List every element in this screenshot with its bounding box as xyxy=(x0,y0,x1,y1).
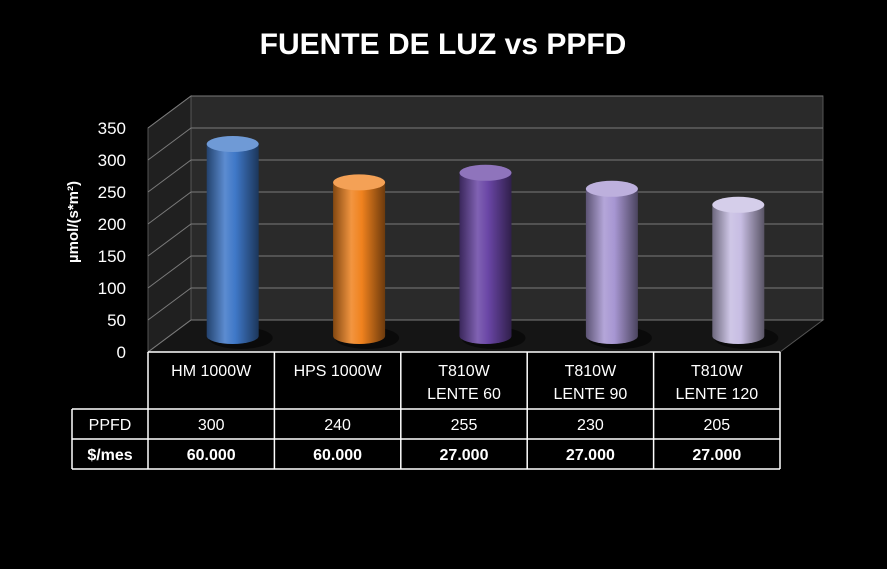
chart-title: FUENTE DE LUZ vs PPFD xyxy=(260,28,627,61)
bar xyxy=(333,174,400,349)
table-cell: 240 xyxy=(324,417,351,434)
bar xyxy=(206,136,273,349)
x-tick-label: HM 1000W xyxy=(171,363,252,380)
table-cell: 230 xyxy=(577,417,604,434)
y-tick-label: 50 xyxy=(107,311,126,330)
table-row-label: PPFD xyxy=(89,417,132,434)
table-cell: 27.000 xyxy=(566,447,615,464)
y-tick-label: 200 xyxy=(98,215,126,234)
y-tick-label: 0 xyxy=(117,343,126,362)
x-tick-label: T810W xyxy=(565,363,617,380)
y-tick-label: 250 xyxy=(98,183,126,202)
table-cell: 27.000 xyxy=(440,447,489,464)
x-tick-label: HPS 1000W xyxy=(294,363,383,380)
y-tick-label: 300 xyxy=(98,151,126,170)
y-tick-label: 150 xyxy=(98,247,126,266)
y-axis-label: µmol/(s*m²) xyxy=(65,181,82,263)
bar xyxy=(459,164,526,349)
y-axis: 0 50 100 150 200 250 300 350 xyxy=(98,119,126,362)
x-tick-label: T810W xyxy=(691,363,743,380)
bar xyxy=(585,180,652,349)
y-tick-label: 100 xyxy=(98,279,126,298)
data-table: HM 1000W HPS 1000W T810W LENTE 60 T810W LENTE… xyxy=(71,351,781,470)
bars xyxy=(206,136,779,349)
x-tick-label: LENTE 90 xyxy=(553,386,627,403)
x-tick-label: LENTE 120 xyxy=(675,386,758,403)
table-row-label: $/mes xyxy=(87,447,132,464)
table-cell: 205 xyxy=(703,417,730,434)
y-tick-label: 350 xyxy=(98,119,126,138)
table-cell: 27.000 xyxy=(692,447,741,464)
bar xyxy=(712,196,779,349)
table-cell: 255 xyxy=(451,417,478,434)
table-cell: 300 xyxy=(198,417,225,434)
table-cell: 60.000 xyxy=(187,447,236,464)
table-cell: 60.000 xyxy=(313,447,362,464)
x-tick-label: T810W xyxy=(438,363,490,380)
x-tick-label: LENTE 60 xyxy=(427,386,501,403)
